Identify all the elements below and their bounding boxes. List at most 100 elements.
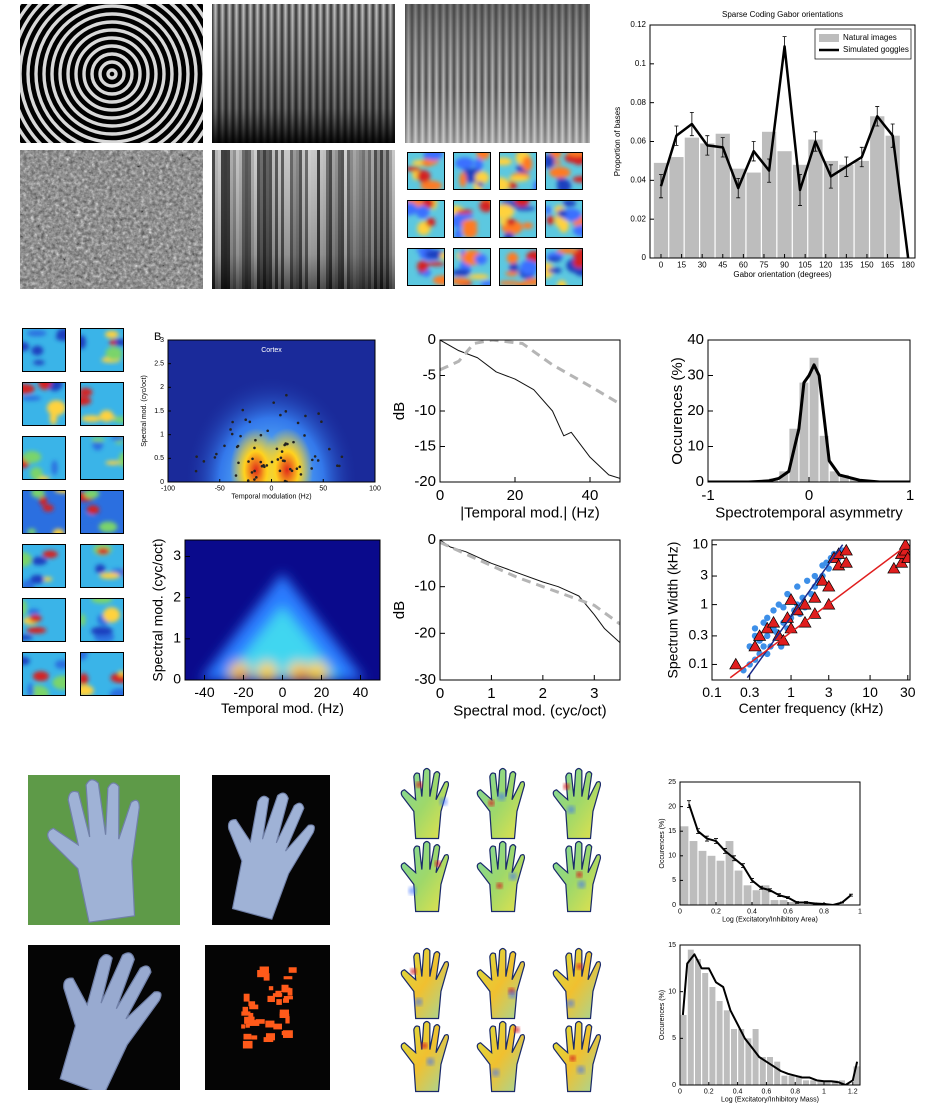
y-tick-label: 15 xyxy=(668,942,676,949)
heat-dot xyxy=(251,471,254,474)
bar xyxy=(855,161,869,258)
blob xyxy=(288,988,293,996)
blob xyxy=(105,331,119,338)
cold-spot xyxy=(566,999,574,1007)
heat-dot xyxy=(276,447,279,450)
hot-spot xyxy=(514,1027,520,1033)
blob xyxy=(494,158,512,166)
point xyxy=(794,583,800,589)
bar xyxy=(753,890,761,905)
blob xyxy=(273,1024,282,1030)
x-tick-label: 0 xyxy=(436,487,444,504)
x-tick-label: 0 xyxy=(279,684,287,700)
bar xyxy=(699,851,707,905)
x-tick-label: 10 xyxy=(862,684,878,700)
x-tick-label: 1 xyxy=(858,908,862,915)
heat-dot xyxy=(249,421,252,424)
image-panel xyxy=(15,436,66,482)
blob xyxy=(520,260,538,275)
cold-spot xyxy=(426,1058,434,1066)
blob xyxy=(22,451,41,463)
x-tick-label: 1 xyxy=(787,684,795,700)
y-tick-label: 0 xyxy=(160,479,164,486)
grating-fade xyxy=(405,4,590,143)
heat-dot xyxy=(229,428,232,431)
bar xyxy=(688,950,694,1085)
image-panel xyxy=(212,150,395,289)
heat-dot xyxy=(338,465,341,468)
heat-dot xyxy=(195,470,198,473)
blob xyxy=(47,400,66,415)
y-axis-label: Spectral mod. (cyc/oct) xyxy=(150,538,166,681)
y-tick-label: 0.1 xyxy=(635,59,647,68)
blob xyxy=(14,384,35,394)
x-tick-label: 120 xyxy=(819,261,833,270)
heat-dot xyxy=(223,444,226,447)
heat-dot xyxy=(271,461,274,464)
x-tick-label: 150 xyxy=(860,261,874,270)
bar xyxy=(681,1015,687,1085)
bar xyxy=(669,157,683,258)
image-panel xyxy=(553,1022,600,1092)
x-axis-label: Log (Excitatory/Inhibitory Area) xyxy=(722,917,818,924)
hot-spot xyxy=(570,1055,576,1061)
heat-dot xyxy=(300,473,303,476)
y-tick-label: 0.1 xyxy=(689,655,709,671)
blob xyxy=(426,218,435,227)
image-panel xyxy=(75,489,124,534)
x-tick-label: 0 xyxy=(270,485,274,492)
image-panel xyxy=(553,949,600,1019)
x-tick-label: 45 xyxy=(718,261,727,270)
axes-frame xyxy=(440,340,620,482)
blob xyxy=(273,993,282,997)
heat-dot xyxy=(241,409,244,412)
image-panel xyxy=(447,195,500,241)
blob xyxy=(27,683,33,699)
y-tick-label: 0.08 xyxy=(630,98,646,107)
image-panel xyxy=(553,769,600,839)
heat-dot xyxy=(310,467,313,470)
bar xyxy=(803,1080,809,1085)
line xyxy=(708,365,910,482)
y-tick-label: 0 xyxy=(672,1082,676,1089)
heat-dot xyxy=(239,435,242,438)
x-tick-label: 100 xyxy=(369,485,381,492)
bar xyxy=(690,841,698,905)
blob xyxy=(456,210,473,215)
y-axis-label: dB xyxy=(391,402,408,420)
blob xyxy=(454,229,462,241)
bar xyxy=(724,1010,730,1085)
y-axis-label: Spectrum Width (kHz) xyxy=(665,542,681,679)
x-tick-label: 40 xyxy=(353,684,369,700)
x-tick-label: 0 xyxy=(436,685,444,702)
blob xyxy=(417,170,430,182)
bar xyxy=(762,132,776,258)
y-tick-label: -15 xyxy=(414,437,436,454)
blob xyxy=(461,214,474,219)
hot-spot xyxy=(421,1043,427,1049)
blob xyxy=(400,202,417,215)
blob xyxy=(15,635,33,641)
y-tick-label: 20 xyxy=(687,402,704,419)
y-tick-label: 2.5 xyxy=(154,361,164,368)
chart-title: Cortex xyxy=(261,347,282,354)
blob xyxy=(424,147,443,160)
blob xyxy=(548,268,562,274)
x-axis-label: Center frequency (kHz) xyxy=(739,700,884,716)
image-panel xyxy=(22,487,73,538)
heat-dot xyxy=(328,448,331,451)
heat-dot xyxy=(311,459,314,462)
y-tick-label: 30 xyxy=(687,366,704,383)
blob xyxy=(28,609,40,615)
blob xyxy=(91,627,113,636)
x-tick-label: 180 xyxy=(901,261,915,270)
x-tick-label: 0.3 xyxy=(740,684,760,700)
blob xyxy=(244,994,250,1002)
legend: Natural imagesSimulated goggles xyxy=(815,29,911,59)
blob xyxy=(440,252,448,260)
x-tick-label: 0.8 xyxy=(790,1088,800,1095)
line xyxy=(440,340,620,478)
x-tick-label: 0.1 xyxy=(702,684,722,700)
y-tick-label: -10 xyxy=(414,578,436,595)
